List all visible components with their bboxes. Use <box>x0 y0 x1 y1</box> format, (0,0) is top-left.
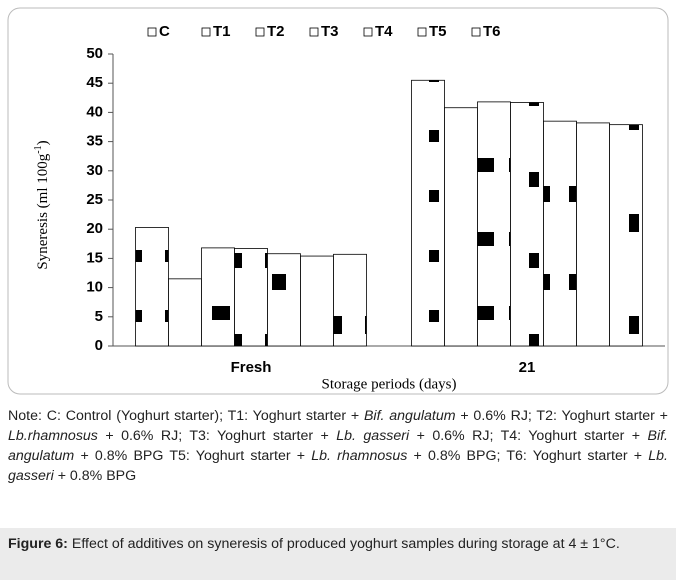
y-tick-label: 15 <box>86 249 103 266</box>
note: Note: C: Control (Yoghurt starter); T1: … <box>8 406 668 486</box>
y-tick-label: 25 <box>86 191 103 208</box>
bar <box>234 248 268 347</box>
legend-swatch <box>417 27 427 37</box>
note-text: Bif. angulatum <box>8 428 668 464</box>
legend-swatch <box>147 27 157 37</box>
y-axis-label-text: ) <box>35 140 51 145</box>
x-axis-label: Storage periods (days) <box>322 376 457 392</box>
y-tick-label: 50 <box>86 45 103 62</box>
bar <box>333 253 367 347</box>
legend-label: C <box>159 23 170 40</box>
legend-swatch <box>363 27 373 37</box>
caption-box: Figure 6: Effect of additives on syneres… <box>0 528 676 580</box>
bar <box>168 278 202 347</box>
note-text: Lb. gasseri <box>8 448 668 484</box>
caption-text: Effect of additives on syneresis of prod… <box>67 536 620 552</box>
legend-label: T3 <box>321 23 339 40</box>
note-text: + 0.6% RJ; T4: Yoghurt starter + <box>409 428 648 444</box>
note-text: Lb. rhamnosus <box>311 448 408 464</box>
y-axis-label: Syneresis (ml 100g-1) <box>33 140 52 269</box>
bar <box>510 102 544 347</box>
y-tick-label: 45 <box>86 74 103 91</box>
bar <box>135 227 169 347</box>
legend-swatch <box>201 27 211 37</box>
y-tick-label: 40 <box>86 103 103 120</box>
note-text: + 0.6% RJ; T3: Yoghurt starter + <box>97 428 337 444</box>
legend-label: T4 <box>375 23 393 40</box>
y-tick-label: 20 <box>86 220 103 237</box>
bar <box>201 247 235 347</box>
bar <box>300 255 334 347</box>
note-text: Lb. gasseri <box>336 428 410 444</box>
caption-label: Figure 6: <box>8 536 68 552</box>
bar <box>576 122 610 347</box>
note-text: Note: C: Control (Yoghurt starter); T1: … <box>8 408 364 424</box>
x-tick-label: Fresh <box>231 359 272 376</box>
y-axis-label-text: Syneresis (ml 100g <box>35 153 51 269</box>
bar <box>543 120 577 347</box>
legend-label: T5 <box>429 23 447 40</box>
legend-label: T2 <box>267 23 285 40</box>
bar <box>444 107 478 347</box>
chart: C T1 T2 T3 T4 T5 T6 Syneresis (ml 100g-1) Stor… <box>7 7 669 395</box>
note-text: Lb.rhamnosus <box>8 428 98 444</box>
y-tick-label: 0 <box>95 337 103 354</box>
bar <box>477 101 511 347</box>
y-tick-label: 30 <box>86 162 103 179</box>
legend: C T1 T2 T3 T4 T5 T6 <box>147 23 501 40</box>
note-text: Bif. angulatum <box>363 408 456 424</box>
legend-swatch <box>471 27 481 37</box>
y-axis-label-sup: -1 <box>33 145 44 153</box>
legend-label: T1 <box>213 23 231 40</box>
bar <box>267 253 301 347</box>
note-text: + 0.6% RJ; T2: Yoghurt starter + <box>455 408 668 424</box>
note-text: + 0.8% BPG T5: Yoghurt starter + <box>74 448 312 464</box>
x-tick-label: 21 <box>519 359 536 376</box>
note-text: + 0.8% BPG <box>53 468 137 484</box>
legend-swatch <box>309 27 319 37</box>
legend-label: T6 <box>483 23 501 40</box>
y-tick-label: 35 <box>86 133 103 150</box>
bar <box>411 79 445 347</box>
legend-swatch <box>255 27 265 37</box>
y-tick-label: 10 <box>86 279 103 296</box>
note-text: + 0.8% BPG; T6: Yoghurt starter + <box>407 448 649 464</box>
bar <box>609 124 643 347</box>
y-tick-label: 5 <box>95 308 103 325</box>
